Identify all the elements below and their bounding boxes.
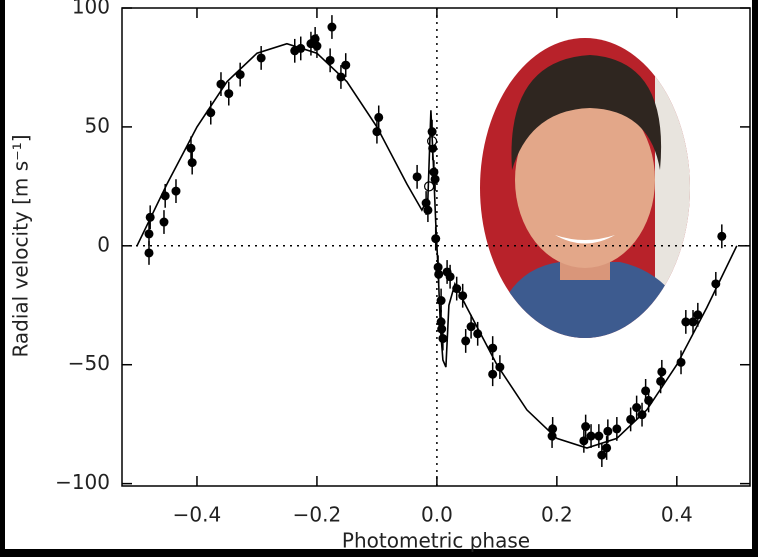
data-point: [430, 174, 440, 184]
data-point: [187, 158, 197, 168]
data-point: [603, 426, 613, 436]
data-point: [693, 310, 703, 320]
data-point: [594, 431, 604, 441]
x-tick-label: −0.2: [293, 503, 342, 527]
data-point: [431, 234, 441, 244]
data-point: [688, 317, 698, 327]
data-point: [597, 450, 607, 460]
data-point: [412, 172, 422, 182]
model-curve: [136, 42, 738, 449]
data-point: [224, 89, 234, 99]
x-tick-label: 0.2: [541, 503, 573, 527]
data-point: [632, 403, 642, 413]
data-point: [171, 186, 181, 196]
y-tick-label: 100: [72, 0, 110, 19]
data-point: [341, 60, 351, 70]
data-point: [717, 231, 727, 241]
x-tick-label: 0.4: [661, 503, 693, 527]
x-axis-label: Photometric phase: [342, 529, 530, 553]
data-point: [579, 436, 589, 446]
data-point: [626, 414, 636, 424]
data-point: [656, 376, 666, 386]
y-axis-label: Radial velocity [m s⁻¹]: [9, 134, 33, 357]
data-point: [374, 112, 384, 122]
data-point: [327, 22, 337, 32]
data-point: [657, 367, 667, 377]
data-point: [581, 422, 591, 432]
data-point: [436, 296, 446, 306]
data-point: [602, 443, 612, 453]
data-point: [437, 324, 447, 334]
data-point: [586, 431, 596, 441]
data-point: [310, 34, 320, 44]
data-point: [438, 334, 448, 344]
data-point: [466, 322, 476, 332]
x-tick-label: 0.0: [421, 503, 453, 527]
data-point: [423, 205, 433, 215]
plot-frame: [121, 7, 751, 487]
data-point: [488, 369, 498, 379]
data-point: [681, 317, 691, 327]
data-point: [144, 248, 154, 258]
y-tick-label: 50: [85, 113, 110, 137]
data-point: [445, 272, 455, 282]
data-point: [144, 229, 154, 239]
data-point: [186, 143, 196, 153]
data-point: [612, 424, 622, 434]
x-tick-label: −0.4: [173, 503, 222, 527]
y-tick-label: 0: [97, 232, 110, 256]
data-point: [372, 127, 382, 137]
y-tick-label: −100: [55, 470, 110, 494]
y-tick-label: −50: [68, 351, 110, 375]
data-point: [461, 336, 471, 346]
data-point: [488, 343, 498, 353]
data-point: [256, 53, 266, 63]
data-point: [159, 217, 169, 227]
